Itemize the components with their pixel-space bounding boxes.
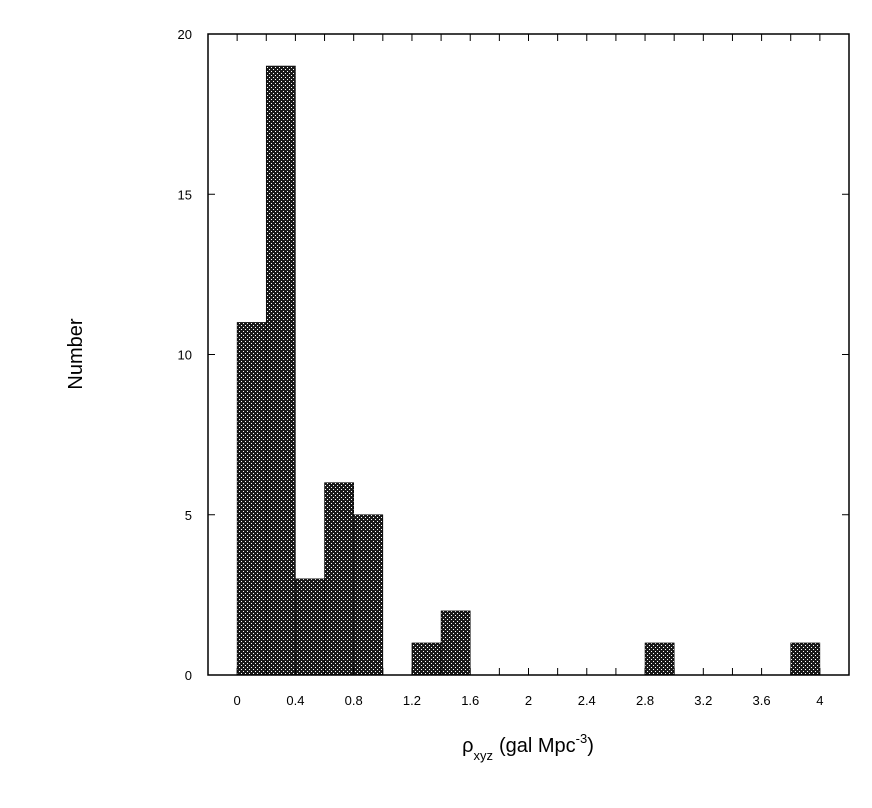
y-tick-label: 10 — [178, 348, 192, 363]
x-axis-subscript: xyz — [473, 748, 493, 763]
x-tick-label: 0 — [234, 693, 241, 708]
histogram-bar — [236, 322, 267, 676]
histogram-bar — [324, 482, 354, 676]
x-tick-label: 1.2 — [403, 693, 421, 708]
x-axis-superscript: -3 — [576, 731, 588, 746]
x-tick-label: 4 — [816, 693, 823, 708]
histogram-bar — [440, 610, 471, 676]
y-axis-title: Number — [65, 318, 87, 389]
histogram-bar — [644, 642, 675, 676]
histogram-bars — [236, 65, 821, 676]
histogram-bar — [265, 65, 296, 676]
x-axis-symbol: ρ — [462, 735, 473, 757]
x-tick-label: 2.4 — [578, 693, 596, 708]
y-tick-labels: 0 5 10 15 20 — [178, 27, 192, 683]
histogram-bar — [790, 642, 821, 676]
y-tick-label: 0 — [185, 668, 192, 683]
x-tick-label: 1.6 — [461, 693, 479, 708]
histogram-bar — [295, 578, 325, 676]
x-tick-label: 3.6 — [753, 693, 771, 708]
y-tick-label: 15 — [178, 187, 192, 202]
x-tick-label: 2.8 — [636, 693, 654, 708]
x-tick-labels: 0 0.4 0.8 1.2 1.6 2 2.4 2.8 3.2 3.6 4 — [234, 693, 824, 708]
histogram-bar — [353, 514, 384, 676]
y-tick-label: 20 — [178, 27, 192, 42]
x-axis-unit: (gal Mpc — [499, 735, 576, 757]
x-axis-close-paren: ) — [587, 735, 594, 757]
x-tick-label: 3.2 — [694, 693, 712, 708]
histogram-bar — [411, 642, 442, 676]
x-tick-label: 0.4 — [286, 693, 304, 708]
y-tick-label: 5 — [185, 508, 192, 523]
x-tick-label: 0.8 — [345, 693, 363, 708]
x-tick-label: 2 — [525, 693, 532, 708]
x-axis-title: ρxyz (gal Mpc-3) — [462, 731, 594, 763]
axis-ticks — [207, 33, 850, 676]
